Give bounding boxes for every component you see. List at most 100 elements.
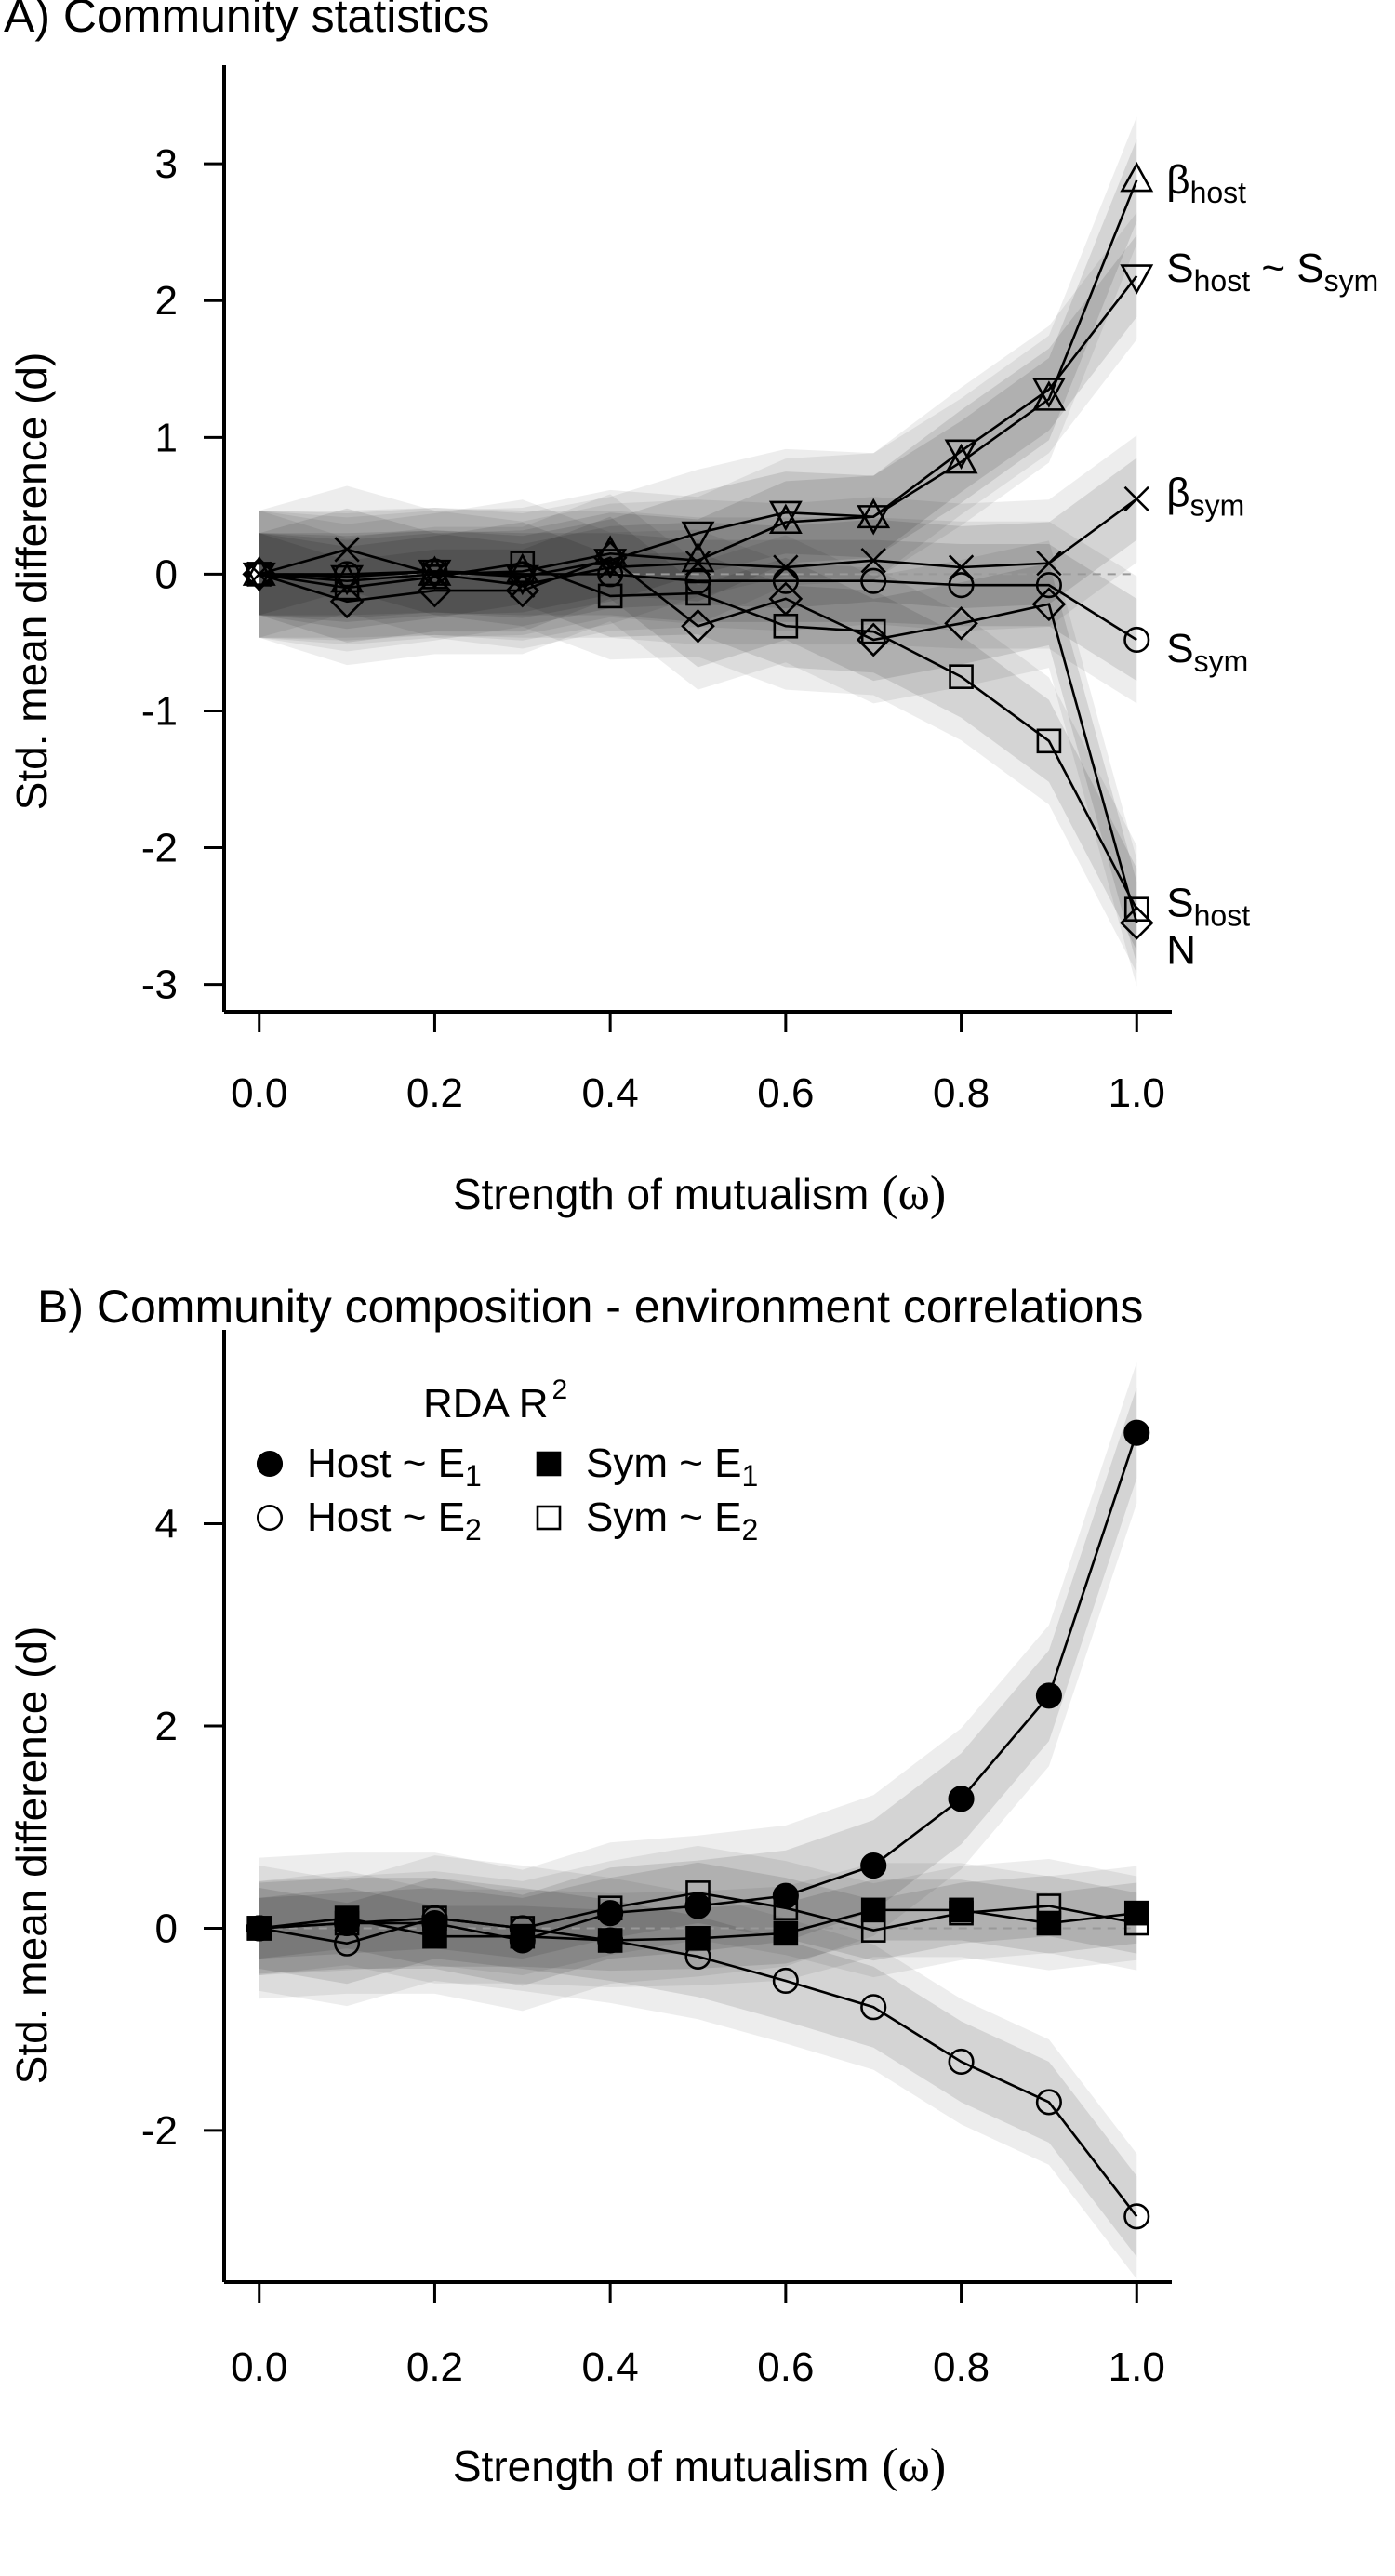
panel-a-series-0-label: βhost — [1166, 157, 1246, 209]
legend-item-3-label: Sym ~ E2 — [586, 1494, 758, 1547]
panel-a-series-5-point-8 — [944, 605, 978, 641]
panel-b-title: B) Community composition - environment c… — [37, 1281, 1143, 1333]
panel-a-series-0-point-9 — [1031, 380, 1066, 411]
panel-a-series-3-point-9 — [1035, 572, 1062, 599]
panel-b-series-2-point-4 — [597, 1928, 623, 1953]
legend-item-2: Sym ~ E1 — [536, 1441, 758, 1493]
panel-b-x-axis-label: Strength of mutualism (ω) — [453, 2439, 946, 2492]
panel-a-series-5-point-2 — [418, 573, 452, 608]
panel-a-series-1-point-7 — [857, 505, 891, 536]
panel-a-series-0-band-inner — [259, 139, 1137, 622]
panel-b-series-1-point-9 — [1035, 2089, 1062, 2116]
panel-a-series-2-point-7 — [860, 548, 886, 574]
panel-a-series-5-point-7 — [856, 622, 891, 657]
panel-a-series-5-line — [259, 556, 1138, 923]
panel-a-series-4-point-9 — [1036, 728, 1062, 754]
panel-b-series-3-point-8 — [949, 1900, 974, 1926]
panel-b-axes: 4 2 0 -2 0.0 0.2 0.4 0.6 0.8 1.0 — [141, 1330, 1172, 2390]
panel-b-series-2-point-7 — [860, 1897, 886, 1923]
panel-a-series-1-band-inner — [259, 234, 1137, 618]
panel-a-y-tick-label-5: -2 — [141, 826, 178, 871]
panel-b-series-0-band-inner — [259, 1387, 1137, 1986]
panel-a-x-tick-label-1: 0.2 — [406, 1070, 463, 1116]
panel-b-series-3-point-9 — [1036, 1893, 1062, 1919]
panel-a-series-4-point-4 — [597, 583, 623, 609]
panel-a-series — [242, 161, 1154, 940]
panel-b-x-tick-label-1: 0.2 — [406, 2344, 463, 2390]
panel-b-y-tick-label-1: 2 — [155, 1704, 178, 1749]
panel-b-series-3-point-3 — [510, 1916, 536, 1941]
panel-a-series-5 — [242, 540, 1154, 940]
panel-b-series — [246, 1419, 1150, 2230]
panel-a-x-tick-label-4: 0.8 — [933, 1070, 990, 1116]
legend-item-0-label: Host ~ E1 — [307, 1441, 482, 1493]
panel-a-series-4-band-inner — [259, 522, 1137, 950]
panel-a-series-4-point-7 — [860, 618, 886, 644]
panel-a-series-4-point-1 — [334, 575, 360, 601]
panel-b-series-0-point-7 — [860, 1852, 887, 1879]
panel-b-series-0-band-outer — [259, 1361, 1137, 2012]
panel-a-series-4-point-5 — [685, 580, 711, 606]
panel-b-y-tick-label-2: 0 — [155, 1905, 178, 1951]
panel-b-x-tick-label-2: 0.4 — [582, 2344, 639, 2390]
panel-b-series-1-point-7 — [860, 1994, 887, 2021]
panel-a-series-5-point-5 — [681, 608, 715, 644]
panel-a-series-3-point-10 — [1123, 626, 1150, 654]
panel-a-series-3-point-8 — [948, 572, 975, 599]
panel-a-series-5-point-9 — [1031, 587, 1067, 622]
panel-a-y-axis-label: Std. mean difference (d) — [7, 352, 56, 811]
panel-a-series-5-point-3 — [505, 573, 540, 608]
panel-a-x-tick-label-5: 1.0 — [1109, 1070, 1165, 1116]
panel-a-series-1-point-6 — [768, 500, 803, 532]
panel-b-series-2-point-9 — [1036, 1910, 1062, 1936]
panel-a-series-5-point-4 — [592, 540, 628, 576]
panel-b-series-0-point-8 — [948, 1786, 975, 1812]
panel-b-series-1-point-8 — [948, 2048, 975, 2076]
panel-a-series-2-point-6 — [773, 554, 799, 580]
legend-item-3-marker — [536, 1505, 562, 1531]
panel-a-series-1-point-8 — [944, 439, 978, 470]
panel-b-series-1-point-6 — [772, 1967, 799, 1995]
panel-b-y-axis-label: Std. mean difference (d) — [7, 1627, 56, 2085]
panel-b-series-3-point-0 — [246, 1916, 272, 1941]
panel-b-series-3-point-2 — [422, 1905, 447, 1931]
legend-item-2-label: Sym ~ E1 — [586, 1441, 758, 1493]
panel-a-y-tick-label-3: 0 — [155, 551, 178, 597]
legend-item-0: Host ~ E1 — [256, 1441, 482, 1493]
panel-a-series-4-label: Shost — [1166, 881, 1250, 933]
panel-a-series-1-label: Shost ~ Ssym — [1166, 246, 1378, 298]
panel-a-y-tick-label-4: -1 — [141, 688, 178, 734]
panel-a-series-2-point-9 — [1036, 550, 1062, 577]
panel-b: B) Community composition - environment c… — [7, 1281, 1172, 2492]
panel-a-series-4-point-2 — [422, 564, 447, 590]
legend-item-2-marker — [536, 1451, 562, 1477]
panel-a-series-0-band-outer — [259, 116, 1137, 645]
panel-a-title: A) Community statistics — [4, 0, 489, 42]
panel-a-series-1-point-10 — [1120, 264, 1154, 295]
legend-item-0-marker — [256, 1450, 284, 1478]
panel-a-series-2-label: βsym — [1166, 470, 1244, 522]
panel-a-series-1-band-outer — [259, 212, 1137, 641]
panel-a-x-tick-label-2: 0.4 — [582, 1070, 639, 1116]
panel-b-series-3-line — [259, 1892, 1137, 1932]
panel-a-series-3-point-7 — [860, 567, 887, 594]
panel-b-x-tick-label-4: 0.8 — [933, 2344, 990, 2390]
panel-b-series-3-point-4 — [597, 1895, 623, 1921]
legend-item-3: Sym ~ E2 — [536, 1494, 758, 1547]
panel-b-series-3 — [246, 1880, 1149, 1943]
panel-b-series-2-band-outer — [259, 1863, 1137, 1988]
panel-a-series-0-point-10 — [1120, 161, 1154, 193]
panel-a: A) Community statistics 3 2 1 0 -1 -2 -3 0.0 0.2… — [4, 0, 1378, 1220]
panel-b-series-0-point-9 — [1035, 1682, 1062, 1709]
legend-item-1: Host ~ E2 — [256, 1494, 482, 1547]
panel-a-series-0-point-3 — [505, 552, 539, 583]
panel-b-y-tick-label-0: 4 — [155, 1502, 178, 1547]
panel-b-series-0-point-5 — [684, 1892, 711, 1919]
panel-a-series-0-point-8 — [944, 443, 978, 474]
panel-b-series-2-band-inner — [259, 1879, 1137, 1972]
panel-a-series-5-band-outer — [259, 494, 1137, 987]
panel-a-x-axis-label: Strength of mutualism (ω) — [453, 1167, 946, 1220]
panel-a-series-0-line — [259, 179, 1138, 583]
panel-b-x-tick-label-0: 0.0 — [231, 2344, 287, 2390]
